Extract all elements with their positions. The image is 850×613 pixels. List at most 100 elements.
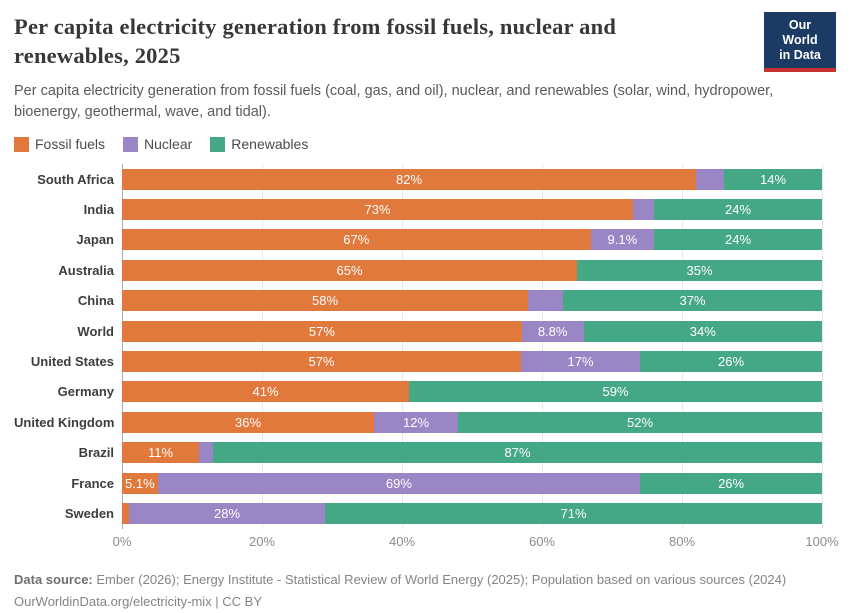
country-label: Germany xyxy=(57,384,114,400)
bar-value-label: 37% xyxy=(679,293,706,309)
page-title: Per capita electricity generation from f… xyxy=(14,14,617,68)
bar-segment-fossil-fuels[interactable] xyxy=(122,502,129,524)
legend-swatch-renewables xyxy=(210,136,226,152)
legend-label: Fossil fuels xyxy=(35,136,106,152)
bar-segment-renewables[interactable]: 37% xyxy=(563,290,822,312)
owid-logo-line2: in Data xyxy=(779,48,821,62)
bar-segment-renewables[interactable]: 52% xyxy=(458,411,822,433)
stacked-bar-chart: South Africa 82% 14% India 73% 24% Japan 67% 9.1… xyxy=(14,164,839,553)
bar-segment-renewables[interactable]: 24% xyxy=(654,199,822,221)
owid-logo[interactable]: Our World in Data xyxy=(764,12,836,72)
chart-subtitle: Per capita electricity generation from f… xyxy=(14,83,774,120)
bar-value-label: 11% xyxy=(147,445,174,461)
chart-row: Australia 65% 35% xyxy=(14,255,836,285)
bar-segment-nuclear[interactable]: 69% xyxy=(157,472,641,494)
bar-segment-nuclear[interactable]: 9.1% xyxy=(590,229,655,251)
bar-value-label: 14% xyxy=(759,171,787,187)
bar-segment-renewables[interactable]: 34% xyxy=(583,320,822,342)
bar-track: 57% 8.8% 34% xyxy=(122,320,822,342)
bar-value-label: 9.1% xyxy=(607,232,638,248)
country-label: India xyxy=(83,202,114,218)
owid-logo-line1: Our World xyxy=(782,18,818,47)
bar-value-label: 35% xyxy=(686,262,713,278)
footer: Data source: Ember (2026); Energy Instit… xyxy=(14,569,836,613)
bar-segment-renewables[interactable]: 87% xyxy=(213,442,822,464)
data-source-line: Data source: Ember (2026); Energy Instit… xyxy=(14,569,836,591)
bar-segment-nuclear[interactable] xyxy=(199,442,213,464)
legend-swatch-nuclear xyxy=(123,136,139,152)
gridline xyxy=(682,164,683,529)
bar-segment-fossil-fuels[interactable]: 57% xyxy=(122,351,521,373)
bar-segment-fossil-fuels[interactable]: 57% xyxy=(122,320,522,342)
country-label: United Kingdom xyxy=(14,414,115,430)
legend-item-fossil-fuels[interactable]: Fossil fuels xyxy=(14,136,105,152)
bar-track: 41% 59% xyxy=(122,381,822,403)
country-label: Australia xyxy=(58,262,114,278)
legend-item-nuclear[interactable]: Nuclear xyxy=(123,136,192,152)
bar-segment-renewables[interactable]: 14% xyxy=(724,168,822,190)
bar-segment-renewables[interactable]: 71% xyxy=(325,502,822,524)
country-label: Sweden xyxy=(64,505,114,521)
bar-segment-fossil-fuels[interactable]: 65% xyxy=(122,259,577,281)
x-tick-label: 100% xyxy=(805,533,839,549)
bar-track: 28% 71% xyxy=(122,502,822,524)
bar-segment-nuclear[interactable]: 28% xyxy=(129,502,325,524)
bar-segment-renewables[interactable]: 24% xyxy=(654,229,822,251)
bar-value-label: 5.1% xyxy=(125,475,155,491)
legend: Fossil fuels Nuclear Renewables xyxy=(14,136,836,152)
chart-row: United States 57% 17% 26% xyxy=(14,346,836,376)
bar-value-label: 58% xyxy=(311,293,339,309)
chart-row: South Africa 82% 14% xyxy=(14,164,836,194)
bar-track: 73% 24% xyxy=(122,199,822,221)
chart-row: Germany 41% 59% xyxy=(14,377,836,407)
bar-segment-fossil-fuels[interactable]: 41% xyxy=(122,381,409,403)
bar-segment-renewables[interactable]: 26% xyxy=(640,351,822,373)
chart-row: Brazil 11% 87% xyxy=(14,438,836,468)
legend-item-renewables[interactable]: Renewables xyxy=(210,136,308,152)
bar-segment-nuclear[interactable]: 8.8% xyxy=(521,320,584,342)
bar-segment-fossil-fuels[interactable]: 11% xyxy=(122,442,199,464)
header: Per capita electricity generation from f… xyxy=(14,12,836,72)
bar-segment-fossil-fuels[interactable]: 58% xyxy=(122,290,528,312)
bar-value-label: 52% xyxy=(626,414,654,430)
bar-segment-fossil-fuels[interactable]: 67% xyxy=(122,229,591,251)
chart-row: United Kingdom 36% 12% 52% xyxy=(14,407,836,437)
gridline xyxy=(542,164,543,529)
country-label: Brazil xyxy=(78,445,114,461)
bar-segment-fossil-fuels[interactable]: 36% xyxy=(122,411,374,433)
bar-segment-nuclear[interactable]: 17% xyxy=(521,351,640,373)
legend-swatch-fossil-fuels xyxy=(14,136,29,152)
bar-segment-nuclear[interactable]: 12% xyxy=(374,411,458,433)
bar-segment-nuclear[interactable] xyxy=(633,199,654,221)
bar-segment-renewables[interactable]: 35% xyxy=(577,259,822,281)
x-axis: 0% 20% 40% 60% 80% 100% xyxy=(113,529,839,553)
bar-value-label: 87% xyxy=(504,445,531,461)
bar-value-label: 57% xyxy=(308,354,335,370)
chart-row: France 5.1% 69% 26% xyxy=(14,468,836,498)
gridline xyxy=(822,164,823,529)
bar-segment-nuclear[interactable] xyxy=(696,168,724,190)
country-label: China xyxy=(77,293,114,309)
bar-track: 11% 87% xyxy=(122,442,822,464)
bar-rows: South Africa 82% 14% India 73% 24% Japan 67% 9.1… xyxy=(14,164,836,529)
data-source-text: Ember (2026); Energy Institute - Statist… xyxy=(92,571,787,587)
bar-value-label: 24% xyxy=(725,232,752,248)
country-label: World xyxy=(77,323,114,339)
bar-value-label: 36% xyxy=(234,414,262,430)
bar-value-label: 28% xyxy=(213,505,241,521)
bar-track: 36% 12% 52% xyxy=(122,411,822,433)
chart-row: China 58% 37% xyxy=(14,286,836,316)
bar-value-label: 69% xyxy=(385,475,412,491)
bar-segment-fossil-fuels[interactable]: 5.1% xyxy=(122,472,158,494)
legend-label: Renewables xyxy=(231,136,309,152)
bar-segment-renewables[interactable]: 26% xyxy=(640,472,822,494)
x-tick-label: 20% xyxy=(248,533,276,549)
bar-segment-fossil-fuels[interactable]: 73% xyxy=(122,199,633,221)
country-label: France xyxy=(71,475,114,491)
bar-segment-renewables[interactable]: 59% xyxy=(409,381,822,403)
chart-row: World 57% 8.8% 34% xyxy=(14,316,836,346)
data-source-label: Data source: xyxy=(14,571,93,587)
bar-segment-fossil-fuels[interactable]: 82% xyxy=(122,168,696,190)
bar-segment-nuclear[interactable] xyxy=(528,290,563,312)
country-label: United States xyxy=(30,354,114,370)
